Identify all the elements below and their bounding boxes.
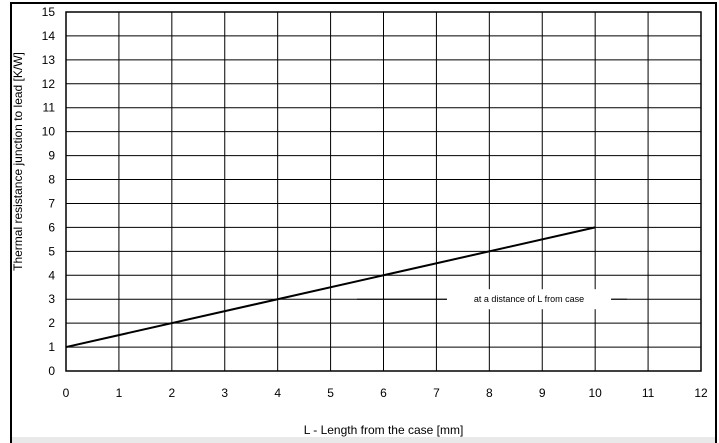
y-tick-label: 11	[43, 101, 56, 115]
annotation-text: at a distance of L from case	[474, 294, 584, 304]
y-tick-label: 15	[42, 5, 56, 19]
x-tick-label: 6	[380, 386, 387, 400]
x-tick-label: 3	[221, 386, 228, 400]
x-tick-label: 1	[116, 386, 123, 400]
y-tick-label: 10	[42, 125, 56, 139]
y-tick-label: 3	[48, 292, 55, 306]
y-tick-label: 1	[48, 340, 55, 354]
grid	[65, 11, 702, 372]
y-tick-label: 8	[48, 173, 55, 187]
annotation-layer: at a distance of L from case	[357, 289, 627, 310]
y-tick-label: 4	[48, 268, 55, 282]
x-axis-title: L - Length from the case [mm]	[304, 423, 464, 437]
y-tick-label: 6	[48, 220, 55, 234]
x-tick-label: 4	[274, 386, 281, 400]
y-axis-title: Thermal resistance junction to lead [K/W…	[11, 52, 25, 271]
outer-border	[10, 2, 717, 443]
y-tick-label: 13	[42, 53, 56, 67]
x-tick-label: 8	[486, 386, 493, 400]
y-tick-label: 0	[48, 364, 55, 378]
x-tick-label: 2	[168, 386, 175, 400]
y-tick-label: 2	[48, 316, 55, 330]
x-tick-label: 0	[63, 386, 70, 400]
bottom-band	[12, 437, 715, 443]
x-tick-label: 12	[694, 386, 708, 400]
y-tick-label: 9	[48, 149, 55, 163]
y-tick-label: 14	[42, 29, 56, 43]
x-tick-labels: 0 1 2 3 4 5 6 7 8 9 10 11 12	[63, 386, 708, 400]
y-tick-label: 5	[48, 244, 55, 258]
series-line-0	[65, 226, 596, 349]
plot-border	[65, 11, 702, 372]
y-tick-label: 12	[42, 77, 56, 91]
x-tick-label: 5	[327, 386, 334, 400]
x-tick-label: 10	[588, 386, 602, 400]
x-tick-label: 7	[433, 386, 440, 400]
annotation-background	[447, 289, 612, 310]
series-layer	[65, 226, 596, 349]
x-tick-label: 9	[539, 386, 546, 400]
x-tick-label: 11	[642, 386, 655, 400]
y-tick-label: 7	[48, 196, 55, 210]
